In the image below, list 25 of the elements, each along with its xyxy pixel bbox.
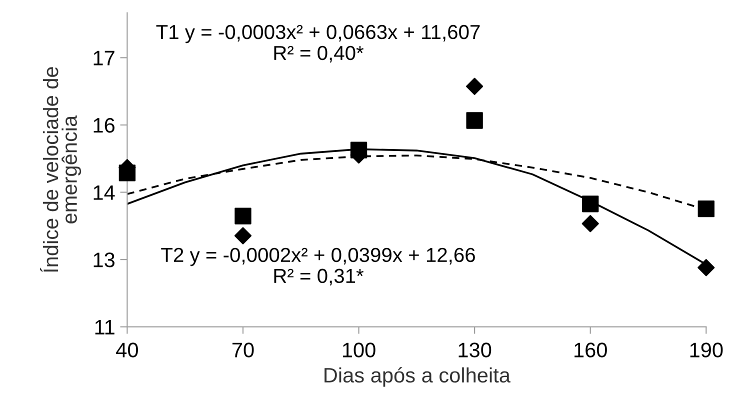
x-tick-label: 100 [342, 342, 376, 358]
point [350, 142, 368, 158]
y-tick-label: 16 [94, 118, 114, 133]
point [466, 78, 484, 95]
x-tick-label: 40 [116, 342, 138, 358]
y-tick-label: 11 [95, 320, 114, 334]
point [234, 208, 252, 224]
x-tick-label: 130 [458, 342, 492, 358]
y-axis-title: Índice de velociade de emergência [40, 67, 82, 272]
point [698, 259, 715, 276]
y-tick-label: 13 [94, 252, 114, 268]
x-tick-label: 160 [574, 342, 607, 358]
point [234, 227, 252, 244]
x-tick-label: 70 [232, 342, 254, 358]
point [466, 112, 483, 129]
point [582, 215, 599, 232]
x-axis-title: Dias após a colheita [324, 367, 510, 387]
x-tick-label: 190 [690, 342, 723, 358]
y-tick-label: 17 [94, 50, 114, 66]
y-tick-label: 14 [94, 185, 115, 200]
point [582, 196, 599, 212]
annotation: T1 y = -0,0003x² + 0,0663x + 11,607 R² = 0,40* [156, 24, 480, 62]
point [698, 200, 714, 218]
annotation: T2 y = -0,0002x² + 0,0399x + 12,66 R² = 0,31* [161, 248, 475, 286]
point [118, 164, 136, 182]
